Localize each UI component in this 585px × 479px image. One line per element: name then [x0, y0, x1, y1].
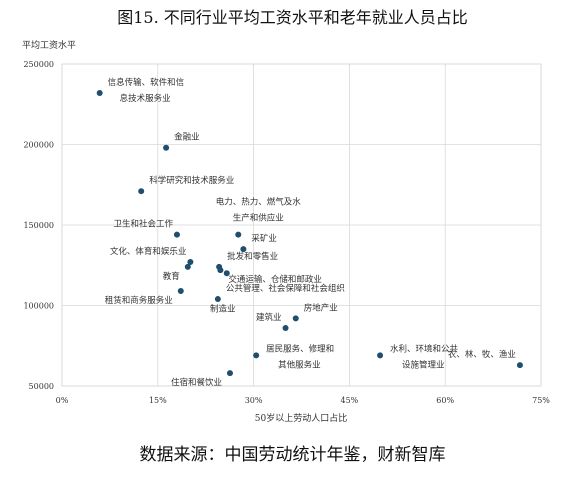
data-label: 居民服务、修理和: [266, 343, 334, 354]
data-label: 教育: [163, 271, 180, 282]
x-tick-label: 75%: [532, 396, 550, 405]
data-point: [292, 315, 299, 322]
data-label: 科学研究和技术服务业: [149, 175, 234, 186]
x-tick-label: 45%: [341, 396, 359, 405]
data-label: 采矿业: [251, 233, 277, 244]
y-tick-label: 150000: [23, 221, 54, 230]
figure-source: 数据来源：中国劳动统计年鉴，财新智库: [139, 445, 446, 465]
data-point: [163, 144, 170, 151]
data-label: 息技术服务业: [120, 93, 171, 104]
data-label: 租赁和商务服务业: [105, 295, 173, 306]
data-point: [214, 296, 221, 303]
y-tick-label: 250000: [23, 60, 54, 69]
x-tick-label: 15%: [149, 396, 167, 405]
data-point: [516, 362, 523, 369]
data-label: 卫生和社会工作: [113, 219, 173, 230]
data-point: [240, 246, 247, 253]
data-point: [223, 270, 230, 277]
y-tick-label: 100000: [23, 302, 54, 311]
data-point: [253, 352, 260, 359]
data-point: [282, 325, 289, 332]
data-label: 农、林、牧、渔业: [448, 349, 516, 360]
data-label: 金融业: [174, 132, 200, 143]
data-label: 房地产业: [304, 302, 338, 313]
data-points: [96, 89, 523, 377]
data-label: 生产和供应业: [233, 213, 284, 224]
data-point: [187, 259, 194, 266]
x-tick-label: 0%: [56, 396, 69, 405]
data-label: 设施管理业: [402, 359, 445, 370]
data-point: [173, 231, 180, 238]
data-label: 制造业: [210, 303, 236, 314]
data-label: 住宿和餐饮业: [171, 377, 222, 388]
data-label: 其他服务业: [278, 359, 321, 370]
plot-border: [61, 63, 542, 387]
x-axis-title: 50岁以上劳动人口占比: [255, 412, 347, 424]
axis-ticks: 50000 100000 150000 200000 250000 0% 15% 30% 45%…: [23, 60, 550, 405]
x-tick-label: 60%: [436, 396, 454, 405]
data-point: [235, 231, 242, 238]
data-point: [217, 267, 224, 274]
grid-lines: [61, 63, 542, 387]
data-point: [96, 89, 103, 96]
y-axis-title: 平均工资水平: [22, 39, 76, 51]
data-label: 批发和零售业: [227, 251, 278, 262]
figure-title: 图15. 不同行业平均工资水平和老年就业人员占比: [117, 8, 468, 27]
data-label: 公共管理、社会保障和社会组织: [226, 283, 345, 294]
y-tick-label: 200000: [23, 141, 54, 150]
data-point: [138, 188, 145, 195]
data-point: [177, 288, 184, 295]
y-tick-label: 50000: [29, 382, 54, 391]
data-point: [184, 263, 191, 270]
data-label: 交通运输、仓储和邮政业: [228, 274, 322, 285]
x-tick-label: 30%: [245, 396, 263, 405]
data-point: [377, 352, 384, 359]
data-point: [226, 370, 233, 377]
data-label: 水利、环境和公共: [390, 343, 459, 354]
data-label: 电力、热力、燃气及水: [216, 197, 302, 208]
data-label: 建筑业: [256, 312, 282, 323]
data-label: 文化、体育和娱乐业: [110, 246, 187, 257]
data-label: 信息传输、软件和信: [108, 77, 185, 88]
